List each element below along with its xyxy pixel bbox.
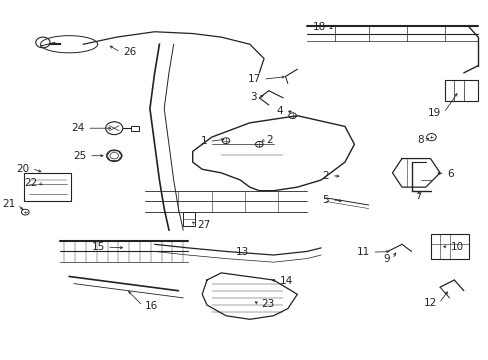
Text: 20: 20 (17, 163, 29, 174)
Text: 2: 2 (266, 135, 272, 145)
Text: 2: 2 (322, 171, 328, 181)
Text: 22: 22 (24, 178, 37, 188)
Text: 1: 1 (200, 136, 206, 147)
Text: 10: 10 (450, 242, 463, 252)
Text: 4: 4 (276, 106, 283, 116)
Text: 13: 13 (235, 247, 248, 257)
Text: 5: 5 (322, 195, 328, 204)
Text: 18: 18 (312, 22, 325, 32)
Text: 7: 7 (414, 191, 421, 201)
Text: 15: 15 (91, 242, 104, 252)
Text: 27: 27 (197, 220, 210, 230)
Text: 23: 23 (261, 299, 274, 309)
Text: 17: 17 (247, 74, 260, 84)
Text: 16: 16 (145, 301, 158, 311)
Text: 6: 6 (446, 168, 453, 179)
Text: 9: 9 (383, 254, 389, 264)
Text: 3: 3 (250, 92, 256, 102)
Text: 11: 11 (356, 247, 369, 257)
Text: 14: 14 (279, 276, 292, 286)
Text: 19: 19 (427, 108, 441, 118)
Text: 8: 8 (416, 135, 423, 145)
Text: 26: 26 (122, 47, 136, 57)
Text: 21: 21 (2, 199, 15, 209)
Text: 24: 24 (71, 123, 84, 133)
Text: 25: 25 (73, 151, 86, 161)
Text: 12: 12 (423, 298, 436, 308)
